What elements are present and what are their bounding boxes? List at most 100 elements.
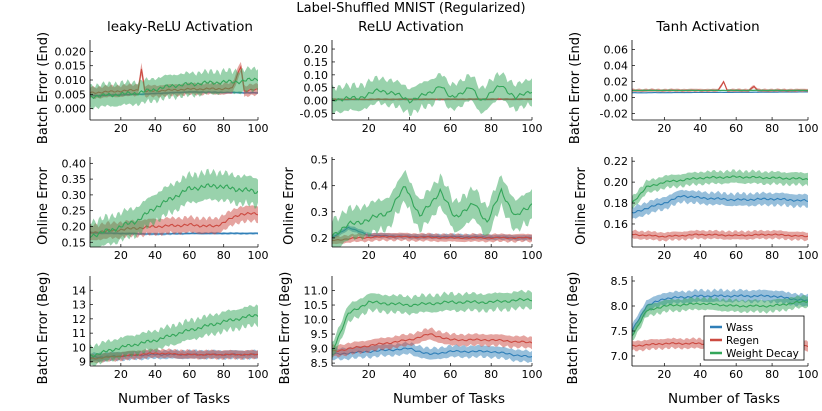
x-tick-label: 40 bbox=[148, 368, 162, 381]
series-line-weight-decay bbox=[332, 186, 532, 238]
band-regen bbox=[632, 80, 808, 93]
y-tick-label: 0.35 bbox=[62, 173, 87, 186]
x-tick-label: 60 bbox=[729, 122, 743, 135]
row-ylabel-batch-beg: Batch Error (Beg) bbox=[36, 272, 51, 385]
x-tick-label: 40 bbox=[693, 122, 707, 135]
series-line-wass bbox=[332, 347, 532, 358]
x-tick-label: 100 bbox=[522, 368, 543, 381]
y-tick-label: 0.05 bbox=[304, 82, 329, 95]
series-line-weight-decay bbox=[90, 313, 258, 358]
x-tick-label: 40 bbox=[148, 122, 162, 135]
y-tick-label: 0.15 bbox=[304, 56, 329, 69]
series-line-regen bbox=[632, 233, 808, 238]
panel-plot-area bbox=[90, 61, 258, 110]
x-tick-label: 100 bbox=[522, 249, 543, 262]
panel-plot-area bbox=[90, 304, 258, 366]
panel-4: 20 40 60 80 100 0.15 0.20 0.25 0.30 0.35 0.40 bbox=[62, 157, 269, 262]
y-tick-label: -0.02 bbox=[600, 108, 628, 121]
y-tick-label: 10 bbox=[72, 341, 86, 354]
column-title-tanh: Tanh Activation bbox=[655, 19, 759, 35]
band-weight-decay bbox=[632, 169, 808, 210]
x-tick-label: 40 bbox=[403, 122, 417, 135]
x-tick-label: 20 bbox=[657, 249, 671, 262]
x-tick-label: 100 bbox=[798, 249, 819, 262]
band-weight-decay bbox=[332, 169, 532, 247]
y-tick-label: 7.5 bbox=[611, 325, 629, 338]
panel-9: 20 40 60 80 100 7.0 7.5 8.0 8.5 bbox=[611, 275, 819, 381]
x-tick-label: 100 bbox=[248, 368, 269, 381]
band-weight-decay bbox=[332, 289, 532, 359]
xlabel-middle: Number of Tasks bbox=[393, 391, 505, 407]
x-tick-label: 80 bbox=[765, 368, 779, 381]
x-tick-label: 40 bbox=[148, 249, 162, 262]
y-tick-label: 0.25 bbox=[62, 205, 87, 218]
y-tick-label: 14 bbox=[72, 284, 86, 297]
y-tick-label: 0.06 bbox=[604, 44, 629, 57]
x-tick-label: 20 bbox=[657, 122, 671, 135]
xlabel-left: Number of Tasks bbox=[118, 391, 230, 407]
panel-3: 20 40 60 80 100 -0.02 0.00 0.02 0.04 0.06 bbox=[600, 40, 819, 135]
y-tick-label: 9.0 bbox=[311, 343, 329, 356]
y-tick-label: 0.3 bbox=[311, 206, 329, 219]
figure-suptitle: Label-Shuffled MNIST (Regularized) bbox=[296, 1, 525, 16]
y-tick-label: 0.20 bbox=[62, 220, 87, 233]
y-tick-label: 11.0 bbox=[304, 285, 329, 298]
series-line-regen bbox=[332, 235, 532, 242]
series-line-weight-decay bbox=[632, 300, 808, 337]
legend-label-weight-decay: Weight Decay bbox=[726, 348, 799, 360]
y-tick-label: 0.000 bbox=[55, 103, 87, 116]
y-tick-label: 12 bbox=[72, 313, 86, 326]
row-ylabel-batch-end: Batch Error (End) bbox=[36, 32, 51, 144]
panel-plot-area bbox=[332, 289, 532, 363]
series-line-weight-decay bbox=[332, 297, 532, 351]
y-tick-label: 10.5 bbox=[304, 299, 329, 312]
column-title-relu: ReLU Activation bbox=[358, 19, 464, 35]
y-tick-label: 0.40 bbox=[62, 157, 87, 170]
x-tick-label: 40 bbox=[403, 249, 417, 262]
x-tick-label: 60 bbox=[443, 249, 457, 262]
panel-8: 20 40 60 80 100 8.59.0 9.510.0 10.511.0 bbox=[304, 276, 543, 381]
x-tick-label: 20 bbox=[657, 368, 671, 381]
x-tick-label: 100 bbox=[248, 249, 269, 262]
x-tick-label: 20 bbox=[114, 368, 128, 381]
x-tick-label: 40 bbox=[693, 249, 707, 262]
xlabel-right: Number of Tasks bbox=[668, 391, 780, 407]
x-tick-label: 20 bbox=[114, 249, 128, 262]
x-tick-label: 40 bbox=[403, 368, 417, 381]
y-tick-label: 0.015 bbox=[55, 60, 87, 73]
row-ylabel-online-relu: Online Error bbox=[282, 166, 297, 244]
x-tick-label: 80 bbox=[484, 368, 498, 381]
y-tick-label: 0.04 bbox=[604, 60, 629, 73]
panel-plot-area bbox=[332, 169, 532, 247]
y-tick-label: 0.020 bbox=[55, 45, 87, 58]
y-tick-label: 9 bbox=[79, 356, 86, 369]
y-tick-label: 0.5 bbox=[311, 154, 329, 167]
x-tick-label: 60 bbox=[182, 122, 196, 135]
panel-6: 20 40 60 80 100 0.16 0.18 0.20 0.22 bbox=[604, 155, 819, 262]
band-weight-decay bbox=[332, 72, 532, 117]
x-tick-label: 60 bbox=[182, 249, 196, 262]
y-tick-label: 0.16 bbox=[604, 218, 629, 231]
y-tick-label: 0.00 bbox=[604, 92, 629, 105]
y-tick-label: 0.30 bbox=[62, 189, 87, 202]
x-tick-label: 60 bbox=[182, 368, 196, 381]
series-line-wass bbox=[632, 194, 808, 214]
series-line-regen bbox=[332, 333, 532, 352]
y-tick-label: 0.00 bbox=[304, 95, 329, 108]
band-wass bbox=[632, 189, 808, 219]
x-tick-label: 80 bbox=[484, 249, 498, 262]
x-tick-label: 80 bbox=[765, 122, 779, 135]
y-tick-label: 0.02 bbox=[604, 76, 629, 89]
panel-plot-area bbox=[632, 169, 808, 242]
row-ylabel-online-tanh: Online Error bbox=[574, 166, 589, 244]
x-tick-label: 80 bbox=[484, 122, 498, 135]
y-tick-label: 0.22 bbox=[604, 155, 629, 168]
y-tick-label: 8.5 bbox=[311, 357, 329, 370]
x-tick-label: 80 bbox=[765, 249, 779, 262]
panel-plot-area bbox=[90, 168, 258, 247]
panel-plot-area bbox=[332, 72, 532, 117]
